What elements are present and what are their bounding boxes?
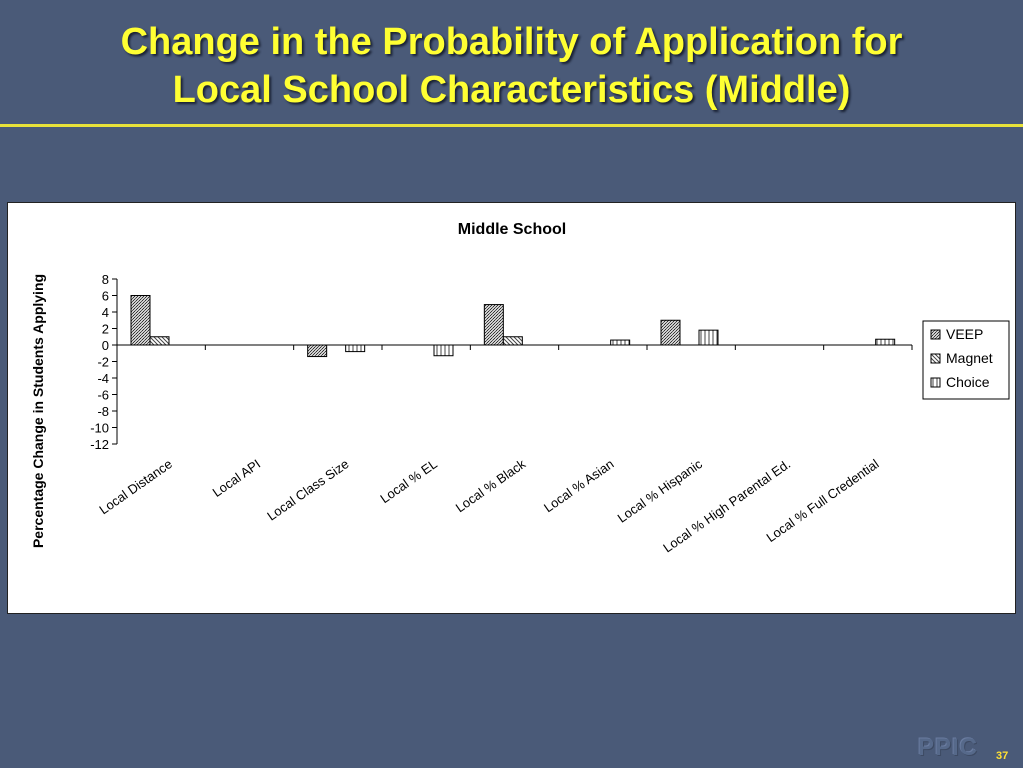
- x-tick-labels: Local Distance Local API Local Class Size L…: [96, 456, 881, 556]
- bar-veep-2: [307, 344, 328, 358]
- legend-label-magnet: Magnet: [946, 350, 993, 366]
- bar-veep-0: [130, 295, 151, 346]
- legend-swatch-choice: [930, 377, 941, 388]
- bar-choice-8: [875, 338, 896, 346]
- bar-chart: Middle School Percentage Change in Stude…: [30, 221, 1010, 556]
- bar-choice-5: [610, 339, 631, 346]
- legend-swatch-veep: [930, 329, 941, 340]
- chart-title: Middle School: [458, 221, 566, 238]
- x-tick-label: Local % Black: [453, 456, 529, 515]
- x-axis: [117, 344, 913, 350]
- y-tick-label: -10: [90, 421, 109, 436]
- y-tick-label: -4: [97, 371, 109, 386]
- y-tick-label: 2: [102, 322, 109, 337]
- legend-label-veep: VEEP: [946, 326, 983, 342]
- slide-title-line-1: Change in the Probability of Application…: [120, 21, 903, 63]
- x-tick-label: Local % Hispanic: [615, 456, 706, 526]
- y-axis-label: Percentage Change in Students Applying: [30, 274, 46, 548]
- y-tick-label: -12: [90, 437, 109, 452]
- slide-number: 37: [996, 750, 1009, 762]
- bar-veep-4: [483, 304, 504, 346]
- x-tick-label: Local Distance: [96, 456, 174, 517]
- bar-veep-6: [660, 319, 681, 346]
- y-tick-label: -6: [97, 388, 109, 403]
- y-tick-label: 8: [102, 272, 109, 287]
- x-tick-label: Local % EL: [377, 456, 439, 506]
- title-divider: [0, 124, 1023, 127]
- y-tick-label: -2: [97, 355, 109, 370]
- x-tick-label: Local API: [210, 456, 264, 500]
- legend-swatch-magnet: [930, 353, 941, 364]
- bar-magnet-0: [149, 336, 170, 346]
- y-tick-label: 4: [102, 305, 109, 320]
- bars: [130, 295, 896, 358]
- y-axis: 8 64 20 -2-4 -6-8 -10-12: [90, 272, 118, 452]
- slide-title: Change in the Probability of Application…: [0, 18, 1023, 114]
- bar-magnet-4: [502, 336, 523, 346]
- y-tick-label: 6: [102, 289, 109, 304]
- y-tick-label: -8: [97, 404, 109, 419]
- slide-title-line-2: Local School Characteristics (Middle): [172, 69, 851, 111]
- legend: VEEP Magnet Choice: [922, 320, 1010, 400]
- chart-panel: Middle School Percentage Change in Stude…: [7, 202, 1016, 614]
- bar-choice-3: [433, 344, 454, 357]
- y-tick-label: 0: [102, 338, 109, 353]
- x-tick-label: Local % Asian: [541, 456, 617, 515]
- bar-choice-2: [345, 344, 366, 353]
- x-tick-label: Local Class Size: [264, 456, 351, 523]
- bar-choice-6: [698, 329, 719, 346]
- ppic-logo: PPIC: [918, 734, 979, 761]
- legend-label-choice: Choice: [946, 374, 990, 390]
